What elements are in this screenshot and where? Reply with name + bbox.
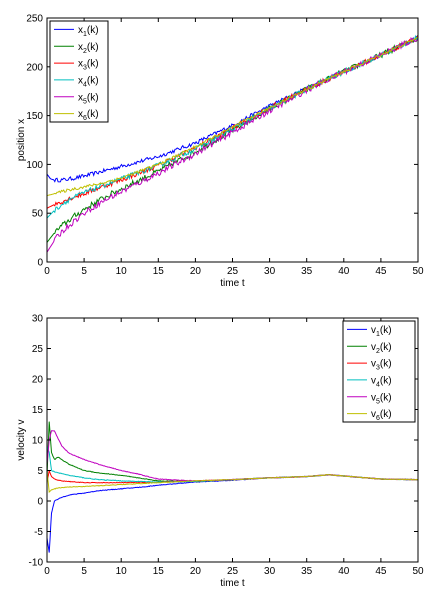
- x-tick-label: 50: [412, 566, 424, 577]
- legend-entry: x6(k): [78, 109, 99, 122]
- position-plot: 0 5 10 15 20 25 30 35 40 45 50 0 50 100 150 200 250 time …: [16, 14, 424, 290]
- x-tick-label: 30: [264, 566, 276, 577]
- legend-entry: x5(k): [78, 92, 99, 105]
- x-tick-label: 25: [227, 566, 239, 577]
- x-tick-label: 5: [81, 566, 87, 577]
- y-tick-label: 5: [37, 466, 43, 477]
- x-tick-label: 45: [375, 266, 387, 277]
- series-line-v2: [46, 421, 419, 483]
- y-tick-label: 30: [32, 314, 44, 325]
- series-line-x6: [46, 36, 418, 197]
- x-tick-label: 15: [153, 566, 165, 577]
- legend-entry: x2(k): [78, 42, 99, 55]
- x-tick-label: 5: [81, 266, 87, 277]
- y-tick-label: 50: [32, 209, 44, 220]
- y-tick-label: 100: [26, 160, 43, 171]
- legend-box: [49, 20, 109, 123]
- x-tick-label: 10: [116, 566, 128, 577]
- y-tick-label: 25: [32, 344, 44, 355]
- legend-box: [342, 320, 416, 423]
- x-tick-label: 10: [116, 266, 128, 277]
- x-tick-label: 20: [190, 266, 202, 277]
- legend-entry: v6(k): [371, 409, 392, 422]
- y-tick-label: 20: [32, 375, 44, 386]
- series-line-v1: [46, 473, 419, 553]
- y-tick-label: -10: [29, 558, 44, 569]
- legend-entry: x3(k): [78, 59, 99, 72]
- y-tick-label: 15: [32, 405, 44, 416]
- y-tick-label: 0: [37, 497, 43, 508]
- x-tick-label: 0: [44, 566, 50, 577]
- series-line-v3: [46, 470, 419, 484]
- x-tick-label: 40: [338, 566, 350, 577]
- x-tick-label: 35: [301, 566, 313, 577]
- legend-entry: v2(k): [371, 342, 392, 355]
- legend-entry: v1(k): [371, 325, 392, 338]
- x-tick-label: 45: [375, 566, 387, 577]
- y-tick-label: 150: [26, 111, 43, 122]
- x-tick-label: 0: [44, 266, 50, 277]
- legend-entry: x1(k): [78, 25, 99, 38]
- series-line-v4: [46, 446, 419, 483]
- y-axis-label: position x: [16, 119, 27, 161]
- series-line-v6: [46, 470, 419, 494]
- x-tick-label: 20: [190, 566, 202, 577]
- x-tick-label: 40: [338, 266, 350, 277]
- y-axis-label: velocity v: [16, 419, 27, 460]
- legend: v1(k) v2(k) v3(k) v4(k) v5(k) v6(k): [342, 320, 416, 423]
- x-axis-label: time t: [220, 578, 245, 589]
- y-tick-label: 0: [37, 258, 43, 269]
- legend-entry: v3(k): [371, 359, 392, 372]
- x-tick-label: 35: [301, 266, 313, 277]
- y-tick-label: 200: [26, 62, 43, 73]
- x-tick-label: 15: [153, 266, 165, 277]
- y-tick-label: 10: [32, 436, 44, 447]
- legend-entry: v5(k): [371, 392, 392, 405]
- x-tick-label: 30: [264, 266, 276, 277]
- legend-entry: x4(k): [78, 75, 99, 88]
- y-tick-label: 250: [26, 14, 43, 25]
- x-axis-label: time t: [220, 278, 245, 289]
- x-tick-label: 25: [227, 266, 239, 277]
- legend: x1(k) x2(k) x3(k) x4(k) x5(k) x6(k): [49, 20, 109, 123]
- x-tick-label: 50: [412, 266, 424, 277]
- legend-entry: v4(k): [371, 375, 392, 388]
- y-tick-label: -5: [34, 527, 43, 538]
- velocity-plot: 0 5 10 15 20 25 30 35 40 45 50 -10 -5 0 5 10 15 20 25 30 tim…: [16, 314, 424, 590]
